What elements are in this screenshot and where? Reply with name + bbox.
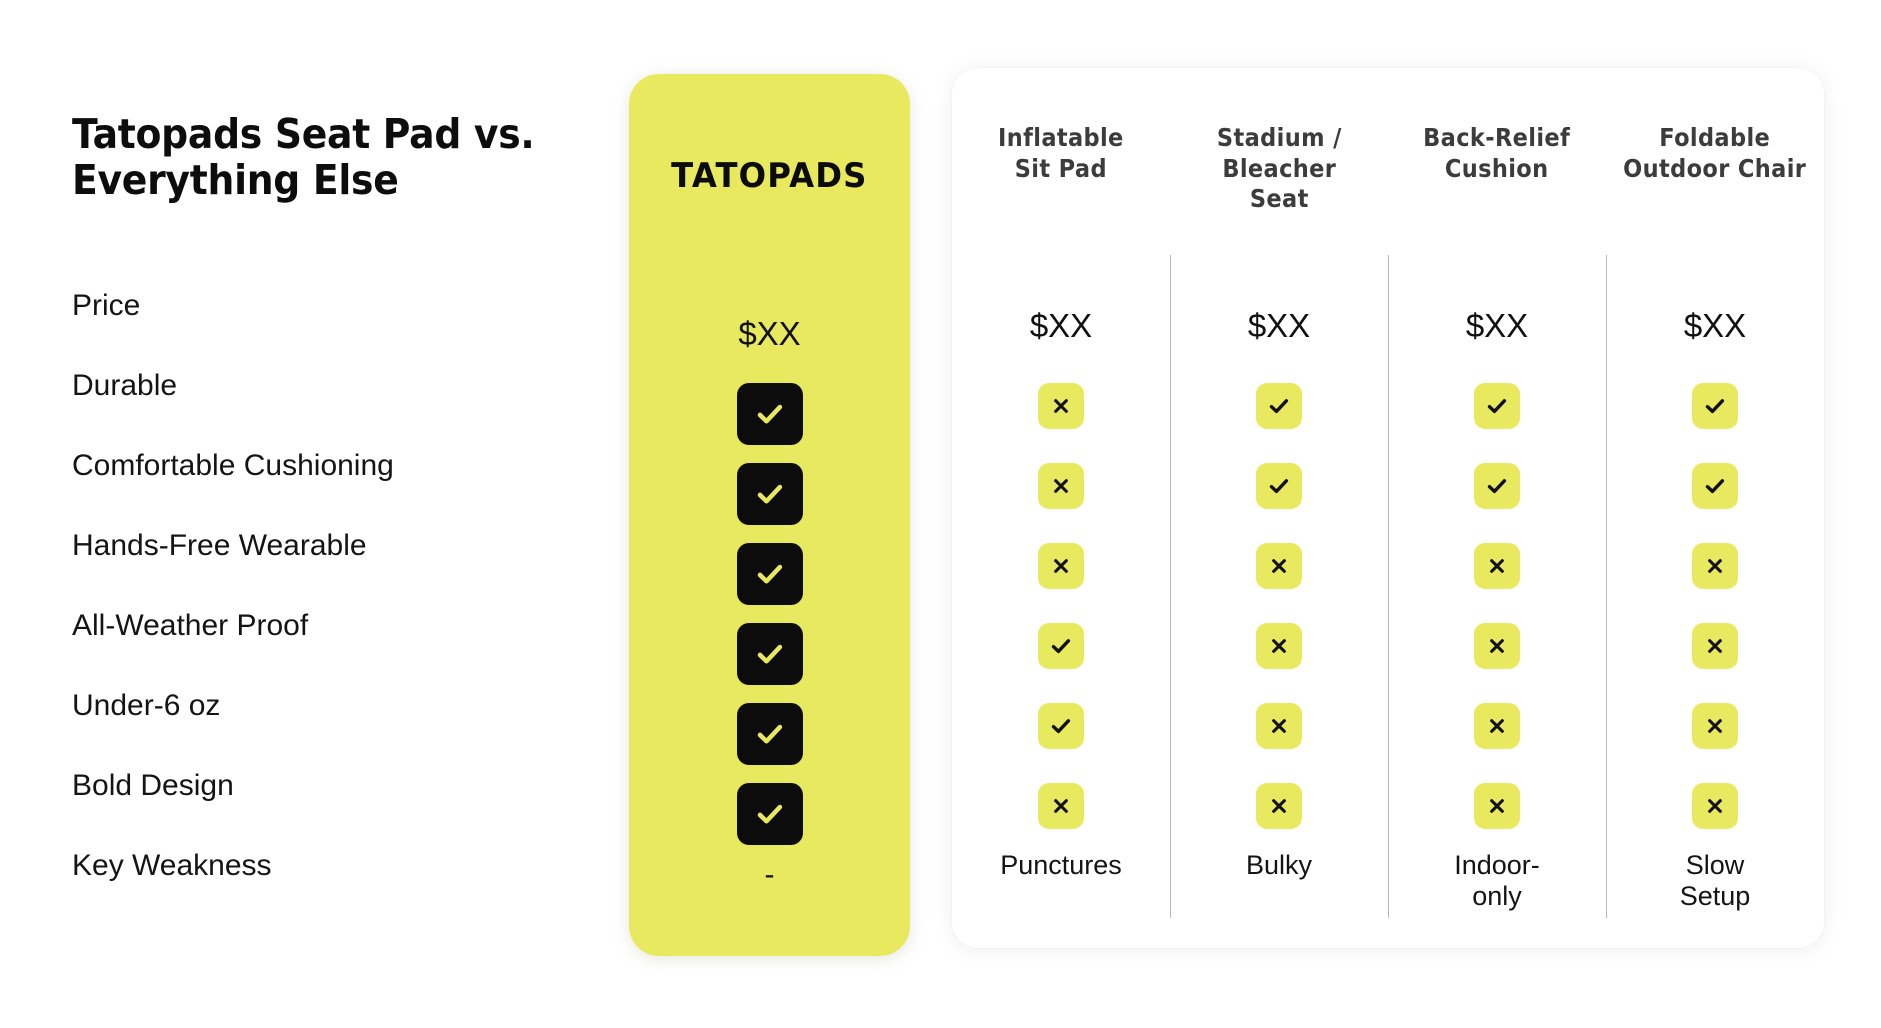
feature-label: Bold Design — [72, 768, 234, 802]
price-value: $XX — [1029, 307, 1093, 344]
competitor-values: $XX Slow Setup — [1606, 286, 1824, 948]
feature-cell — [952, 366, 1170, 446]
check-icon — [1474, 383, 1520, 429]
competitor-values: $XX Bulky — [1170, 286, 1388, 948]
cross-icon — [1692, 623, 1738, 669]
check-icon — [736, 623, 803, 685]
featured-feature-cell — [629, 614, 910, 694]
competitor-column: Inflatable Sit Pad $XX Punctures — [952, 68, 1170, 948]
feature-cell — [952, 686, 1170, 766]
check-icon — [1256, 463, 1302, 509]
featured-feature-cell — [629, 374, 910, 454]
featured-feature-cell — [629, 774, 910, 854]
cross-icon — [1474, 623, 1520, 669]
key-weakness-value: Indoor- only — [1454, 850, 1540, 912]
competitor-name: Foldable Outdoor Chair — [1623, 123, 1807, 183]
featured-feature-cell — [629, 694, 910, 774]
feature-cell — [1170, 686, 1388, 766]
check-icon — [1038, 623, 1084, 669]
featured-product-name: TATOPADS — [671, 156, 868, 196]
feature-cell — [1388, 766, 1606, 846]
feature-cell — [1170, 766, 1388, 846]
feature-cell — [1606, 526, 1824, 606]
featured-feature-cell — [629, 454, 910, 534]
key-weakness-value: Slow Setup — [1679, 850, 1751, 912]
competitor-columns: Inflatable Sit Pad $XX Punctures Stadium / … — [952, 68, 1824, 948]
feature-label: Price — [72, 288, 141, 322]
feature-cell — [1170, 606, 1388, 686]
competitor-values: $XX Punctures — [952, 286, 1170, 948]
price-value: $XX — [1247, 307, 1311, 344]
feature-label: All-Weather Proof — [72, 608, 309, 642]
competitor-column: Back-Relief Cushion $XX Indoor- only — [1388, 68, 1606, 948]
price-value: $XX — [1683, 307, 1747, 344]
competitor-name: Inflatable Sit Pad — [998, 123, 1124, 183]
feature-cell — [1388, 526, 1606, 606]
feature-cell — [952, 526, 1170, 606]
cross-icon — [1692, 783, 1738, 829]
competitor-card: Inflatable Sit Pad $XX Punctures Stadium / … — [952, 68, 1824, 948]
feature-cell — [1170, 446, 1388, 526]
check-icon — [736, 783, 803, 845]
feature-cell — [952, 446, 1170, 526]
page-title: Tatopads Seat Pad vs. Everything Else — [72, 110, 535, 204]
cross-icon — [1692, 543, 1738, 589]
check-icon — [1256, 383, 1302, 429]
feature-cell — [1170, 366, 1388, 446]
check-icon — [736, 543, 803, 605]
check-icon — [1692, 383, 1738, 429]
feature-cell — [1170, 526, 1388, 606]
cross-icon — [1256, 703, 1302, 749]
feature-cell — [1606, 766, 1824, 846]
cross-icon — [1256, 623, 1302, 669]
cross-icon — [1474, 703, 1520, 749]
feature-cell — [1606, 446, 1824, 526]
feature-cell — [1388, 606, 1606, 686]
competitor-values: $XX Indoor- only — [1388, 286, 1606, 948]
featured-product-card[interactable]: TATOPADS $XX - — [629, 74, 910, 956]
cross-icon — [1474, 543, 1520, 589]
cross-icon — [1038, 543, 1084, 589]
featured-product-values: $XX - — [629, 294, 910, 956]
cross-icon — [1256, 783, 1302, 829]
feature-label: Comfortable Cushioning — [72, 448, 394, 482]
price-value: $XX — [1465, 307, 1529, 344]
check-icon — [1038, 703, 1084, 749]
cross-icon — [1474, 783, 1520, 829]
feature-cell — [952, 606, 1170, 686]
feature-cell — [1606, 366, 1824, 446]
cross-icon — [1038, 783, 1084, 829]
feature-cell — [1606, 606, 1824, 686]
feature-cell — [1606, 686, 1824, 766]
key-weakness-value: Punctures — [1000, 850, 1122, 880]
key-weakness-value: Bulky — [1245, 850, 1313, 880]
featured-feature-cell — [629, 534, 910, 614]
feature-label: Durable — [72, 368, 178, 402]
check-icon — [1474, 463, 1520, 509]
feature-cell — [1388, 366, 1606, 446]
check-icon — [1692, 463, 1738, 509]
feature-label-column: Tatopads Seat Pad vs. Everything Else Pr… — [72, 110, 632, 906]
competitor-column: Stadium / Bleacher Seat $XX Bulky — [1170, 68, 1388, 948]
feature-label: Under-6 oz — [72, 688, 221, 722]
competitor-name: Back-Relief Cushion — [1423, 123, 1571, 183]
feature-label-list: Price Durable Comfortable Cushioning Hands-… — [72, 266, 632, 906]
check-icon — [736, 463, 803, 525]
cross-icon — [1038, 463, 1084, 509]
check-icon — [736, 383, 803, 445]
featured-key-weakness-value: - — [764, 858, 775, 891]
feature-cell — [1388, 686, 1606, 766]
feature-label: Key Weakness — [72, 848, 272, 882]
feature-label: Hands-Free Wearable — [72, 528, 367, 562]
feature-cell — [1388, 446, 1606, 526]
check-icon — [736, 703, 803, 765]
featured-price-value: $XX — [738, 315, 801, 352]
competitor-name: Stadium / Bleacher Seat — [1216, 123, 1342, 213]
cross-icon — [1038, 383, 1084, 429]
feature-cell — [952, 766, 1170, 846]
competitor-column: Foldable Outdoor Chair $XX Slow Setup — [1606, 68, 1824, 948]
cross-icon — [1692, 703, 1738, 749]
cross-icon — [1256, 543, 1302, 589]
